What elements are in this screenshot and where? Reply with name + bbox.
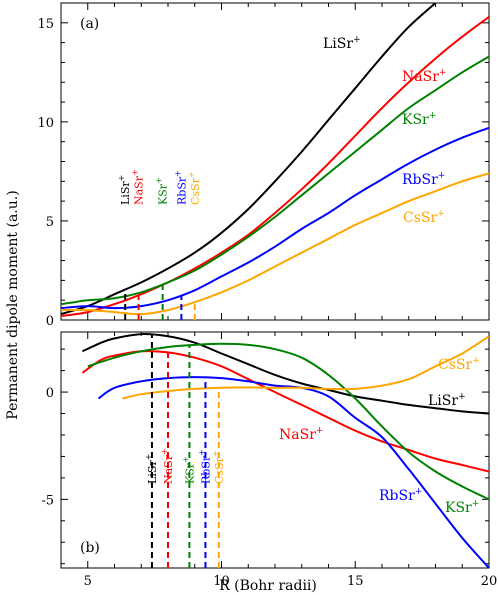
marker-label-rbsr: RbSr+: [197, 449, 212, 484]
marker-label-lisr: LiSr+: [144, 454, 159, 484]
marker-label-nasr: NaSr+: [131, 169, 146, 205]
y-axis-title: Permanent dipole moment (a.u.): [5, 190, 21, 419]
y-tick-label: 10: [37, 116, 54, 131]
panel-tag: (a): [80, 16, 99, 32]
series-label-cssr: CsSr+: [403, 209, 445, 226]
series-label-lisr: LiSr+: [323, 35, 361, 52]
marker-label-ksr: KSr+: [155, 177, 170, 205]
panel-frame: [60, 331, 490, 569]
y-tick-label: 0: [46, 314, 54, 329]
series-label-nasr: NaSr+: [279, 426, 323, 443]
series-line-ksr: [87, 342, 489, 501]
marker-label-lisr: LiSr+: [117, 175, 132, 205]
marker-label-nasr: NaSr+: [160, 448, 175, 484]
marker-label-rbsr: RbSr+: [173, 170, 188, 205]
y-tick-label: 5: [46, 215, 54, 230]
x-tick-label: 15: [347, 574, 364, 589]
series-label-cssr: CsSr+: [438, 356, 480, 373]
marker-label-ksr: KSr+: [181, 456, 196, 484]
series-line-lisr: [61, 3, 437, 316]
panel-frame: [60, 2, 490, 321]
y-tick-label: -5: [41, 493, 54, 508]
series-label-lisr: LiSr+: [428, 392, 466, 409]
series-line-cssr: [61, 172, 489, 316]
series-line-cssr: [122, 335, 489, 400]
panel-b: -505 10 15 20(b)LiSr+ NaSr+KSr+ RbSr+CsSr+: [41, 331, 498, 589]
x-tick-label: 20: [481, 574, 498, 589]
y-tick-label: 0: [46, 386, 54, 401]
series-label-rbsr: RbSr+: [402, 171, 445, 188]
series-line-ksr: [61, 55, 489, 306]
series-line-lisr: [81, 333, 489, 415]
y-tick-label: 15: [37, 17, 54, 32]
x-tick-label: 5: [84, 574, 92, 589]
x-axis-title: R (Bohr radii): [219, 578, 317, 594]
series-line-nasr: [61, 16, 489, 317]
panel-tag: (b): [80, 540, 100, 556]
marker-label-cssr: CsSr+: [211, 450, 226, 484]
x-tick-label: 10: [213, 574, 230, 589]
series-label-rbsr: RbSr+: [379, 487, 422, 504]
series-label-nasr: NaSr+: [402, 68, 446, 85]
series-line-rbsr: [61, 126, 489, 310]
series-label-ksr: KSr+: [445, 499, 479, 516]
marker-label-cssr: CsSr+: [187, 171, 202, 205]
series-label-ksr: KSr+: [402, 111, 436, 128]
series-line-rbsr: [97, 376, 489, 568]
